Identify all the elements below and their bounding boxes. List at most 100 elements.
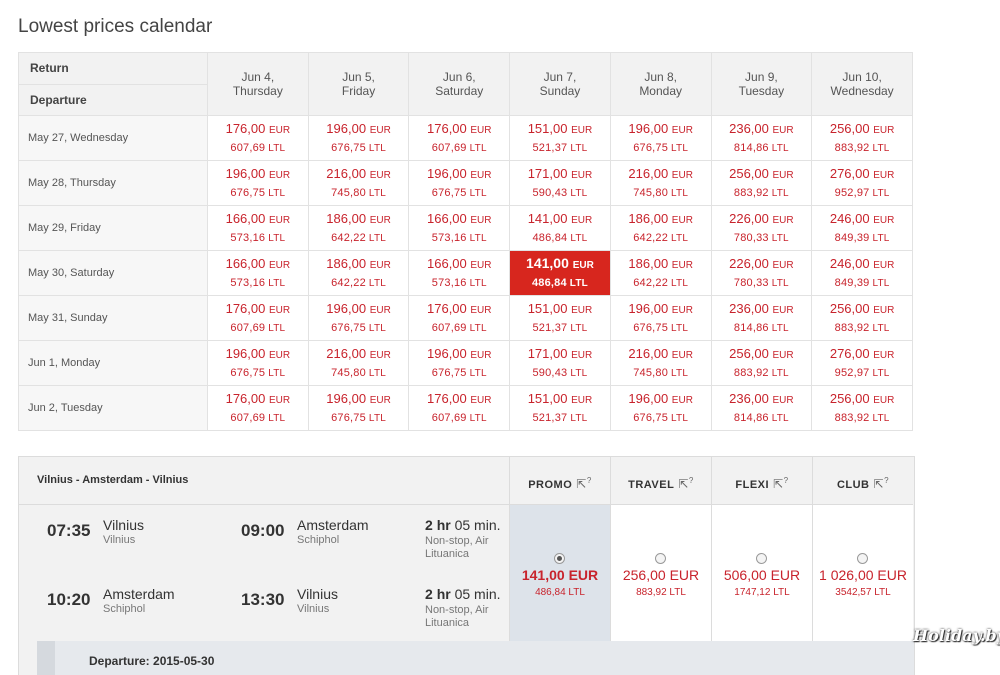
price-cell[interactable]: 166,00 EUR 573,16 LTL (408, 250, 511, 296)
departure-date-row-header: Jun 2, Tuesday (18, 385, 208, 431)
price-cell[interactable]: 236,00 EUR 814,86 LTL (710, 295, 813, 341)
price-cell[interactable]: 186,00 EUR 642,22 LTL (307, 205, 410, 251)
price-cell[interactable]: 176,00 EUR 607,69 LTL (207, 385, 309, 431)
price-cell[interactable]: 196,00 EUR 676,75 LTL (307, 385, 410, 431)
fare-price-ltl: 486,84 LTL (535, 587, 585, 598)
fare-radio-button[interactable] (554, 553, 565, 564)
price-cell[interactable]: 216,00 EUR 745,80 LTL (609, 160, 712, 206)
price-cell[interactable]: 151,00 EUR 521,37 LTL (509, 385, 611, 431)
price-cell[interactable]: 196,00 EUR 676,75 LTL (207, 340, 309, 386)
price-cell[interactable]: 196,00 EUR 676,75 LTL (609, 115, 712, 161)
lowest-prices-calendar: Return Departure Jun 4, Thursday Jun 5, Fri… (18, 52, 913, 431)
price-cell[interactable]: 186,00 EUR 642,22 LTL (609, 250, 712, 296)
price-cell[interactable]: 256,00 EUR 883,92 LTL (811, 385, 913, 431)
price-cell[interactable]: 236,00 EUR 814,86 LTL (710, 115, 813, 161)
leg-departure-airport: Schiphol (103, 603, 146, 615)
price-cell[interactable]: 216,00 EUR 745,80 LTL (307, 340, 410, 386)
price-cell[interactable]: 216,00 EUR 745,80 LTL (307, 160, 410, 206)
price-cell-selected[interactable]: 141,00 EUR 486,84 LTL (509, 250, 611, 296)
cursor-question-icon[interactable]: ⇱? (773, 476, 789, 491)
leg-arrival-city: Amsterdam (297, 517, 369, 533)
price-cell[interactable]: 176,00 EUR 607,69 LTL (408, 385, 511, 431)
price-cell[interactable]: 226,00 EUR 780,33 LTL (710, 205, 813, 251)
fare-header-travel: TRAVEL ⇱? (610, 457, 711, 504)
price-cell[interactable]: 276,00 EUR 952,97 LTL (811, 160, 913, 206)
cursor-question-icon[interactable]: ⇱? (873, 476, 890, 491)
price-cell[interactable]: 196,00 EUR 676,75 LTL (307, 115, 410, 161)
calendar-row: May 29, Friday 166,00 EUR 573,16 LTL 186,00… (18, 205, 913, 251)
departure-bar[interactable]: Departure: 2015-05-30 (37, 641, 914, 675)
price-cell[interactable]: 276,00 EUR 952,97 LTL (811, 340, 913, 386)
price-cell[interactable]: 256,00 EUR 883,92 LTL (811, 295, 913, 341)
departure-date-row-header: May 28, Thursday (18, 160, 208, 206)
fare-option-promo[interactable]: 141,00 EUR 486,84 LTL (509, 504, 610, 642)
price-cell[interactable]: 196,00 EUR 676,75 LTL (609, 295, 712, 341)
price-cell[interactable]: 246,00 EUR 849,39 LTL (811, 250, 913, 296)
price-cell[interactable]: 176,00 EUR 607,69 LTL (408, 295, 511, 341)
price-cell[interactable]: 176,00 EUR 607,69 LTL (207, 295, 309, 341)
fare-price-eur: 1 026,00 EUR (819, 567, 907, 583)
leg-arrival-city: Vilnius (297, 586, 338, 602)
price-cell[interactable]: 196,00 EUR 676,75 LTL (609, 385, 712, 431)
price-cell[interactable]: 196,00 EUR 676,75 LTL (307, 295, 410, 341)
price-cell[interactable]: 141,00 EUR 486,84 LTL (509, 205, 611, 251)
return-leg: 10:20 Amsterdam Schiphol 13:30 Vilnius V… (19, 576, 509, 636)
calendar-row: May 30, Saturday 166,00 EUR 573,16 LTL 186,… (18, 250, 913, 296)
return-date-column-header: Jun 7, Sunday (509, 52, 611, 116)
price-cell[interactable]: 176,00 EUR 607,69 LTL (207, 115, 309, 161)
return-label: Return (30, 61, 69, 75)
fare-price-ltl: 883,92 LTL (636, 587, 686, 598)
calendar-row: May 31, Sunday 176,00 EUR 607,69 LTL 196,00… (18, 295, 913, 341)
price-cell[interactable]: 166,00 EUR 573,16 LTL (408, 205, 511, 251)
page-title: Lowest prices calendar (18, 16, 213, 37)
cursor-question-icon[interactable]: ⇱? (576, 476, 592, 491)
price-cell[interactable]: 196,00 EUR 676,75 LTL (408, 340, 511, 386)
price-cell[interactable]: 256,00 EUR 883,92 LTL (811, 115, 913, 161)
leg-duration: 2 hr 05 min. (425, 586, 501, 602)
outbound-leg: 07:35 Vilnius Vilnius 09:00 Amsterdam Sc… (19, 507, 509, 567)
price-cell[interactable]: 246,00 EUR 849,39 LTL (811, 205, 913, 251)
price-cell[interactable]: 186,00 EUR 642,22 LTL (307, 250, 410, 296)
price-cell[interactable]: 151,00 EUR 521,37 LTL (509, 295, 611, 341)
leg-arrival-airport: Schiphol (297, 534, 340, 546)
fare-option-travel[interactable]: 256,00 EUR 883,92 LTL (610, 504, 711, 642)
price-cell[interactable]: 171,00 EUR 590,43 LTL (509, 160, 611, 206)
departure-date-row-header: May 31, Sunday (18, 295, 208, 341)
price-cell[interactable]: 256,00 EUR 883,92 LTL (710, 160, 813, 206)
return-date-column-header: Jun 4, Thursday (207, 52, 309, 116)
fare-price-eur: 506,00 EUR (723, 567, 801, 583)
leg-duration: 2 hr 05 min. (425, 517, 501, 533)
return-date-column-header: Jun 9, Tuesday (710, 52, 813, 116)
departure-label: Departure (30, 93, 87, 107)
price-cell[interactable]: 216,00 EUR 745,80 LTL (609, 340, 712, 386)
price-cell[interactable]: 166,00 EUR 573,16 LTL (207, 205, 309, 251)
calendar-corner-header: Return Departure (18, 52, 208, 116)
leg-departure-airport: Vilnius (103, 534, 136, 546)
cursor-question-icon[interactable]: ⇱? (678, 476, 694, 491)
fare-price-ltl: 3542,57 LTL (835, 587, 891, 598)
fare-option-flexi[interactable]: 506,00 EUR 1747,12 LTL (711, 504, 812, 642)
price-cell[interactable]: 151,00 EUR 521,37 LTL (509, 115, 611, 161)
leg-info: Non-stop, Air Lituanica (425, 535, 489, 560)
fare-option-club[interactable]: 1 026,00 EUR 3542,57 LTL (812, 504, 913, 642)
departure-date-label: Departure: 2015-05-30 (89, 654, 215, 668)
fare-radio-button[interactable] (756, 553, 767, 564)
flight-legs: 07:35 Vilnius Vilnius 09:00 Amsterdam Sc… (19, 504, 509, 642)
fare-header-promo: PROMO ⇱? (509, 457, 610, 504)
price-cell[interactable]: 196,00 EUR 676,75 LTL (408, 160, 511, 206)
fare-radio-button[interactable] (857, 553, 868, 564)
price-cell[interactable]: 176,00 EUR 607,69 LTL (408, 115, 511, 161)
price-cell[interactable]: 186,00 EUR 642,22 LTL (609, 205, 712, 251)
price-cell[interactable]: 196,00 EUR 676,75 LTL (207, 160, 309, 206)
calendar-row: Jun 1, Monday 196,00 EUR 676,75 LTL 216,00 … (18, 340, 913, 386)
price-cell[interactable]: 166,00 EUR 573,16 LTL (207, 250, 309, 296)
price-cell[interactable]: 171,00 EUR 590,43 LTL (509, 340, 611, 386)
price-cell[interactable]: 256,00 EUR 883,92 LTL (710, 340, 813, 386)
price-cell[interactable]: 236,00 EUR 814,86 LTL (710, 385, 813, 431)
fare-radio-button[interactable] (655, 553, 666, 564)
price-cell[interactable]: 226,00 EUR 780,33 LTL (710, 250, 813, 296)
departure-date-row-header: May 27, Wednesday (18, 115, 208, 161)
leg-departure-time: 10:20 (47, 590, 91, 609)
leg-arrival-time: 13:30 (241, 590, 285, 609)
fare-header-flexi: FLEXI ⇱? (711, 457, 812, 504)
